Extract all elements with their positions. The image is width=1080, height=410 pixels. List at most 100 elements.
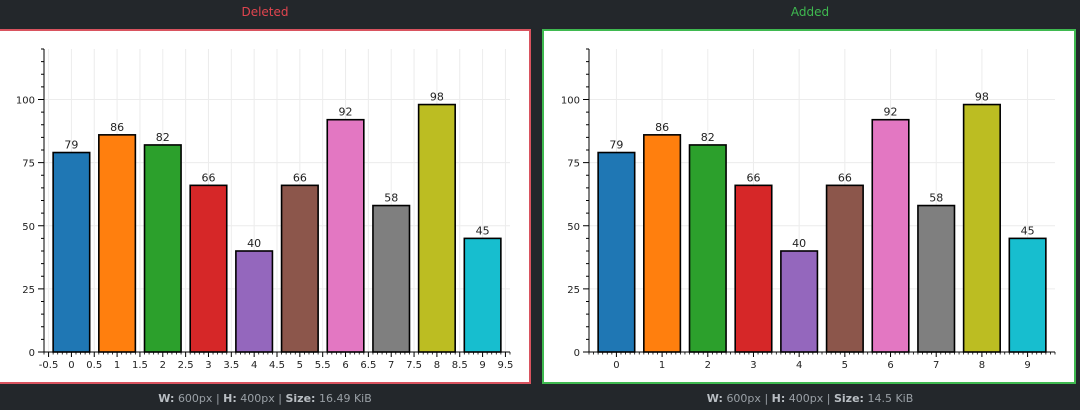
bar-value-label: 66 — [293, 171, 307, 184]
bar-value-label: 40 — [792, 237, 806, 250]
bar-value-label: 92 — [339, 106, 353, 119]
bar — [1008, 237, 1047, 353]
bar — [962, 103, 1001, 353]
x-tick-label: 1 — [659, 360, 665, 371]
bar-value-label: 66 — [838, 171, 852, 184]
x-tick-label: 9 — [479, 360, 485, 371]
bar-value-label: 82 — [156, 131, 170, 144]
x-tick-label: 3.5 — [223, 360, 239, 371]
height-value: 400px — [788, 392, 824, 405]
x-tick-label: 2 — [705, 360, 711, 371]
bar — [688, 144, 727, 353]
bar-value-label: 45 — [476, 224, 490, 237]
separator: | — [215, 392, 220, 405]
size-label: Size: — [833, 392, 864, 405]
bar — [825, 184, 864, 353]
bar — [917, 204, 956, 353]
bar — [643, 134, 682, 353]
x-tick-label: 1.5 — [132, 360, 148, 371]
bar-value-label: 40 — [247, 237, 261, 250]
added-title: Added — [790, 5, 830, 19]
bar-value-label: 86 — [655, 121, 669, 134]
x-tick-label: 7.5 — [406, 360, 422, 371]
x-tick-label: 2 — [160, 360, 166, 371]
x-tick-label: -0.5 — [39, 360, 59, 371]
bar-value-label: 98 — [975, 91, 989, 104]
x-tick-label: 0 — [68, 360, 74, 371]
y-tick-label: 75 — [22, 159, 35, 170]
bar-value-label: 66 — [746, 171, 760, 184]
size-value: 16.49 KiB — [318, 392, 372, 405]
x-tick-label: 6 — [887, 360, 893, 371]
x-tick-label: 5 — [842, 360, 848, 371]
bar — [52, 151, 91, 353]
x-tick-label: 8.5 — [452, 360, 468, 371]
bar-value-label: 98 — [430, 91, 444, 104]
x-tick-label: 9 — [1024, 360, 1030, 371]
x-tick-label: 2.5 — [178, 360, 194, 371]
x-tick-label: 4 — [796, 360, 802, 371]
x-tick-label: 0 — [613, 360, 619, 371]
bar-value-label: 79 — [64, 139, 78, 152]
x-tick-label: 8 — [434, 360, 440, 371]
bar — [597, 151, 636, 353]
added-image-info: W: 600px | H: 400px | Size: 14.5 KiB — [543, 391, 1077, 407]
bar — [280, 184, 319, 353]
y-tick-label: 50 — [567, 222, 580, 233]
y-tick-label: 0 — [574, 348, 580, 359]
bar — [734, 184, 773, 353]
height-label: H: — [223, 392, 237, 405]
width-label: W: — [158, 392, 175, 405]
bar — [417, 103, 456, 353]
x-tick-label: 5.5 — [315, 360, 331, 371]
bar-value-label: 86 — [110, 121, 124, 134]
width-label: W: — [706, 392, 723, 405]
x-tick-label: 4.5 — [269, 360, 285, 371]
y-tick-label: 75 — [567, 159, 580, 170]
bar — [189, 184, 228, 353]
bar — [143, 144, 182, 353]
size-value: 14.5 KiB — [867, 392, 914, 405]
bar — [463, 237, 502, 353]
x-tick-label: 8 — [979, 360, 985, 371]
y-tick-label: 25 — [567, 285, 580, 296]
separator: | — [826, 392, 831, 405]
bar — [98, 134, 137, 353]
deleted-image-panel: 79 86 82 66 40 66 92 58 98 45 0 25 50 75 100 -0.5 0 0.5 1 1… — [0, 29, 531, 384]
bar-value-label: 45 — [1021, 224, 1035, 237]
x-tick-label: 3 — [750, 360, 756, 371]
size-label: Size: — [285, 392, 316, 405]
y-tick-label: 100 — [16, 96, 35, 107]
x-tick-label: 6.5 — [360, 360, 376, 371]
height-label: H: — [771, 392, 786, 405]
bar-value-label: 58 — [384, 192, 398, 205]
deleted-image-info: W: 600px | H: 400px | Size: 16.49 KiB — [0, 391, 530, 407]
x-tick-label: 7 — [933, 360, 939, 371]
added-image-panel: 79 86 82 66 40 66 92 58 98 45 0 25 50 75 100 0 1 2 3 4 5 6 7 8 9 — [542, 29, 1076, 384]
bar-value-label: 79 — [609, 139, 623, 152]
bar — [372, 204, 411, 353]
deleted-title: Deleted — [241, 5, 289, 19]
x-tick-label: 7 — [388, 360, 394, 371]
bar-value-label: 58 — [929, 192, 943, 205]
x-tick-label: 5 — [297, 360, 303, 371]
x-tick-label: 3 — [205, 360, 211, 371]
x-tick-label: 6 — [342, 360, 348, 371]
x-tick-label: 4 — [251, 360, 257, 371]
y-tick-label: 25 — [22, 285, 35, 296]
y-tick-label: 100 — [561, 96, 580, 107]
width-value: 600px — [726, 392, 761, 405]
bar-value-label: 92 — [884, 106, 898, 119]
bar — [780, 250, 819, 353]
y-tick-label: 0 — [29, 348, 35, 359]
x-tick-label: 9.5 — [497, 360, 513, 371]
y-tick-label: 50 — [22, 222, 35, 233]
bar-value-label: 82 — [701, 131, 715, 144]
x-tick-label: 1 — [114, 360, 120, 371]
bar — [326, 118, 365, 353]
bar — [871, 118, 910, 353]
x-tick-label: 0.5 — [86, 360, 102, 371]
bar — [235, 250, 274, 353]
